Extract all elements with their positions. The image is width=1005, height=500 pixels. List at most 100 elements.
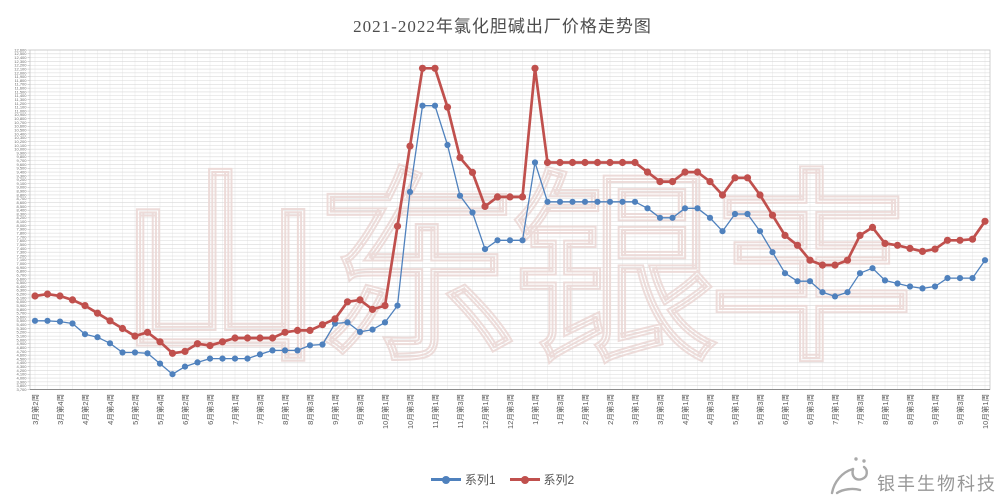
data-point xyxy=(218,338,227,346)
data-point xyxy=(719,228,726,235)
svg-text:5,900: 5,900 xyxy=(16,303,27,308)
svg-text:7月第3周: 7月第3周 xyxy=(255,394,265,425)
svg-text:7,200: 7,200 xyxy=(16,253,27,258)
data-point xyxy=(806,278,814,285)
data-point xyxy=(969,275,976,282)
data-point xyxy=(293,326,302,334)
data-point xyxy=(656,178,664,186)
data-point xyxy=(519,237,526,244)
svg-text:5,800: 5,800 xyxy=(16,307,27,312)
data-point xyxy=(606,198,614,205)
svg-text:5,700: 5,700 xyxy=(16,311,27,316)
svg-text:10,800: 10,800 xyxy=(14,116,27,121)
svg-text:7,000: 7,000 xyxy=(16,261,27,266)
series1-marker-icon xyxy=(430,475,461,484)
svg-text:5,400: 5,400 xyxy=(16,322,27,327)
data-point xyxy=(581,158,589,167)
svg-text:6,700: 6,700 xyxy=(16,272,27,277)
svg-text:8月第3周: 8月第3周 xyxy=(305,394,315,425)
vertical-gridlines xyxy=(34,50,986,390)
svg-text:4,700: 4,700 xyxy=(16,349,27,354)
svg-text:9月第1周: 9月第1周 xyxy=(330,394,340,425)
data-point xyxy=(131,332,139,340)
svg-text:6,300: 6,300 xyxy=(16,288,27,293)
data-point xyxy=(356,296,364,304)
data-point xyxy=(118,324,127,333)
svg-text:9,900: 9,900 xyxy=(16,150,27,155)
data-point xyxy=(456,192,464,199)
data-point xyxy=(806,256,814,264)
data-point xyxy=(818,261,827,269)
data-point xyxy=(943,236,952,244)
data-point xyxy=(506,237,514,244)
data-point xyxy=(693,168,702,176)
x-axis-labels: 3月第2周 3月第4周 4月第2周 4月第4周 5月第2周 5月第4周 6月第2周 6月第3周… xyxy=(30,394,990,429)
svg-text:11月第1周: 11月第1周 xyxy=(430,394,440,428)
svg-text:8,500: 8,500 xyxy=(16,204,27,209)
svg-text:9月第3周: 9月第3周 xyxy=(355,394,365,425)
svg-text:7月第3周: 7月第3周 xyxy=(855,394,865,425)
data-point xyxy=(518,193,527,201)
data-point xyxy=(544,198,551,205)
data-point xyxy=(618,158,627,167)
data-point xyxy=(843,256,852,264)
data-point xyxy=(143,328,152,336)
y-axis-labels: 3,7003,8003,9004,0004,1004,2004,3004,400… xyxy=(14,47,30,392)
corner-watermark: 银丰生物科技 xyxy=(829,452,997,496)
svg-text:9,500: 9,500 xyxy=(16,166,27,171)
svg-text:8,600: 8,600 xyxy=(16,200,27,205)
svg-text:7,600: 7,600 xyxy=(16,238,27,243)
data-point xyxy=(769,249,776,256)
data-point xyxy=(856,270,864,277)
svg-text:3,800: 3,800 xyxy=(16,383,27,388)
data-point xyxy=(94,334,101,341)
svg-text:10,100: 10,100 xyxy=(14,143,27,148)
data-point xyxy=(206,355,214,362)
data-point xyxy=(668,178,677,186)
data-point xyxy=(831,261,839,269)
data-point xyxy=(106,340,114,347)
legend-item-series2: 系列2 xyxy=(509,471,574,488)
data-point xyxy=(718,191,727,199)
data-point xyxy=(431,102,439,109)
svg-text:12,300: 12,300 xyxy=(14,59,27,64)
data-point xyxy=(56,292,64,300)
data-point xyxy=(631,198,639,205)
svg-text:11,800: 11,800 xyxy=(15,78,28,83)
data-point xyxy=(306,342,314,349)
svg-text:5,300: 5,300 xyxy=(16,326,27,331)
svg-text:7,300: 7,300 xyxy=(16,250,27,255)
svg-text:9,300: 9,300 xyxy=(16,173,27,178)
data-point xyxy=(906,283,914,290)
svg-text:10,700: 10,700 xyxy=(14,120,27,125)
data-point xyxy=(819,289,826,296)
data-point xyxy=(206,342,214,350)
data-point xyxy=(744,210,751,218)
data-point xyxy=(331,315,339,323)
data-point xyxy=(569,198,576,205)
svg-text:3,700: 3,700 xyxy=(16,387,27,392)
data-point xyxy=(456,154,464,162)
data-point xyxy=(56,318,64,325)
data-point xyxy=(956,275,964,282)
data-point xyxy=(893,241,902,249)
svg-text:4,900: 4,900 xyxy=(16,341,27,346)
svg-text:8月第1周: 8月第1周 xyxy=(280,394,290,425)
svg-text:9,400: 9,400 xyxy=(16,169,27,174)
data-point xyxy=(431,64,439,72)
data-point xyxy=(793,241,802,249)
data-point xyxy=(556,158,564,167)
data-point xyxy=(506,193,514,201)
svg-text:6,800: 6,800 xyxy=(16,269,27,274)
data-point xyxy=(381,319,389,326)
data-point xyxy=(306,326,314,334)
data-point xyxy=(69,320,76,327)
data-point xyxy=(231,334,239,342)
svg-text:7月第1周: 7月第1周 xyxy=(230,394,240,425)
chart-title: 2021-2022年氯化胆碱出厂价格走势图 xyxy=(353,17,652,36)
data-point xyxy=(681,205,689,212)
data-point xyxy=(281,347,289,354)
data-point xyxy=(156,338,164,346)
svg-text:11,300: 11,300 xyxy=(15,97,28,102)
data-point xyxy=(756,228,764,235)
